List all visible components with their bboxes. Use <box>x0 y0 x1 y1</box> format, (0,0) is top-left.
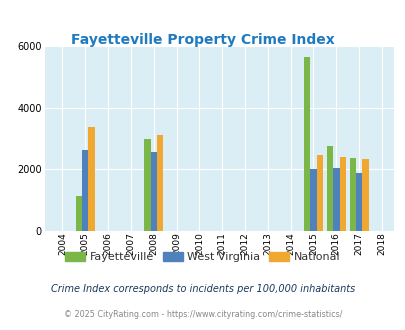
Bar <box>326 146 332 231</box>
Bar <box>303 57 309 231</box>
Text: Fayetteville Property Crime Index: Fayetteville Property Crime Index <box>71 33 334 47</box>
Bar <box>88 127 95 231</box>
Text: © 2025 CityRating.com - https://www.cityrating.com/crime-statistics/: © 2025 CityRating.com - https://www.city… <box>64 311 341 319</box>
Bar <box>339 157 345 231</box>
Bar <box>82 150 88 231</box>
Bar <box>75 196 82 231</box>
Bar <box>332 168 339 231</box>
Bar <box>157 135 163 231</box>
Bar <box>150 152 157 231</box>
Bar <box>316 155 322 231</box>
Legend: Fayetteville, West Virginia, National: Fayetteville, West Virginia, National <box>61 248 344 267</box>
Text: Crime Index corresponds to incidents per 100,000 inhabitants: Crime Index corresponds to incidents per… <box>51 284 354 294</box>
Bar <box>355 173 361 231</box>
Bar <box>349 158 355 231</box>
Bar <box>144 139 150 231</box>
Bar <box>361 159 368 231</box>
Bar <box>309 169 316 231</box>
